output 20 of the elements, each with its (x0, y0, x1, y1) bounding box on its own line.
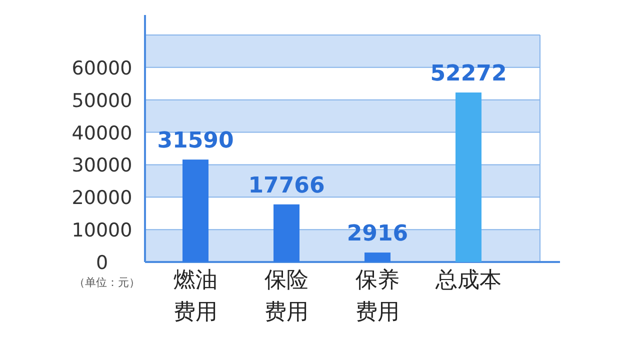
y-tick-label: 50000 (72, 90, 132, 112)
x-tick-label: 保养费用 (356, 268, 400, 325)
x-tick-label: 总成本 (434, 268, 502, 293)
x-tick-label: 保险费用 (264, 268, 308, 325)
y-tick-label: 60000 (72, 57, 132, 80)
data-label: 52272 (430, 61, 507, 86)
y-tick-label: 40000 (72, 122, 132, 144)
data-label: 31590 (157, 128, 234, 154)
bar (182, 160, 208, 262)
y-tick-label: 0 (96, 252, 108, 274)
data-label: 2916 (346, 222, 408, 247)
bar (456, 92, 482, 262)
y-tick-label: 30000 (72, 154, 132, 177)
text: （单位：元） (74, 276, 140, 289)
y-tick-label: 10000 (72, 220, 132, 242)
bar (274, 204, 300, 262)
data-label: 17766 (248, 173, 325, 198)
x-tick-label: 燃油费用 (174, 268, 218, 325)
y-tick-label: 20000 (72, 187, 132, 210)
bar (364, 252, 390, 262)
